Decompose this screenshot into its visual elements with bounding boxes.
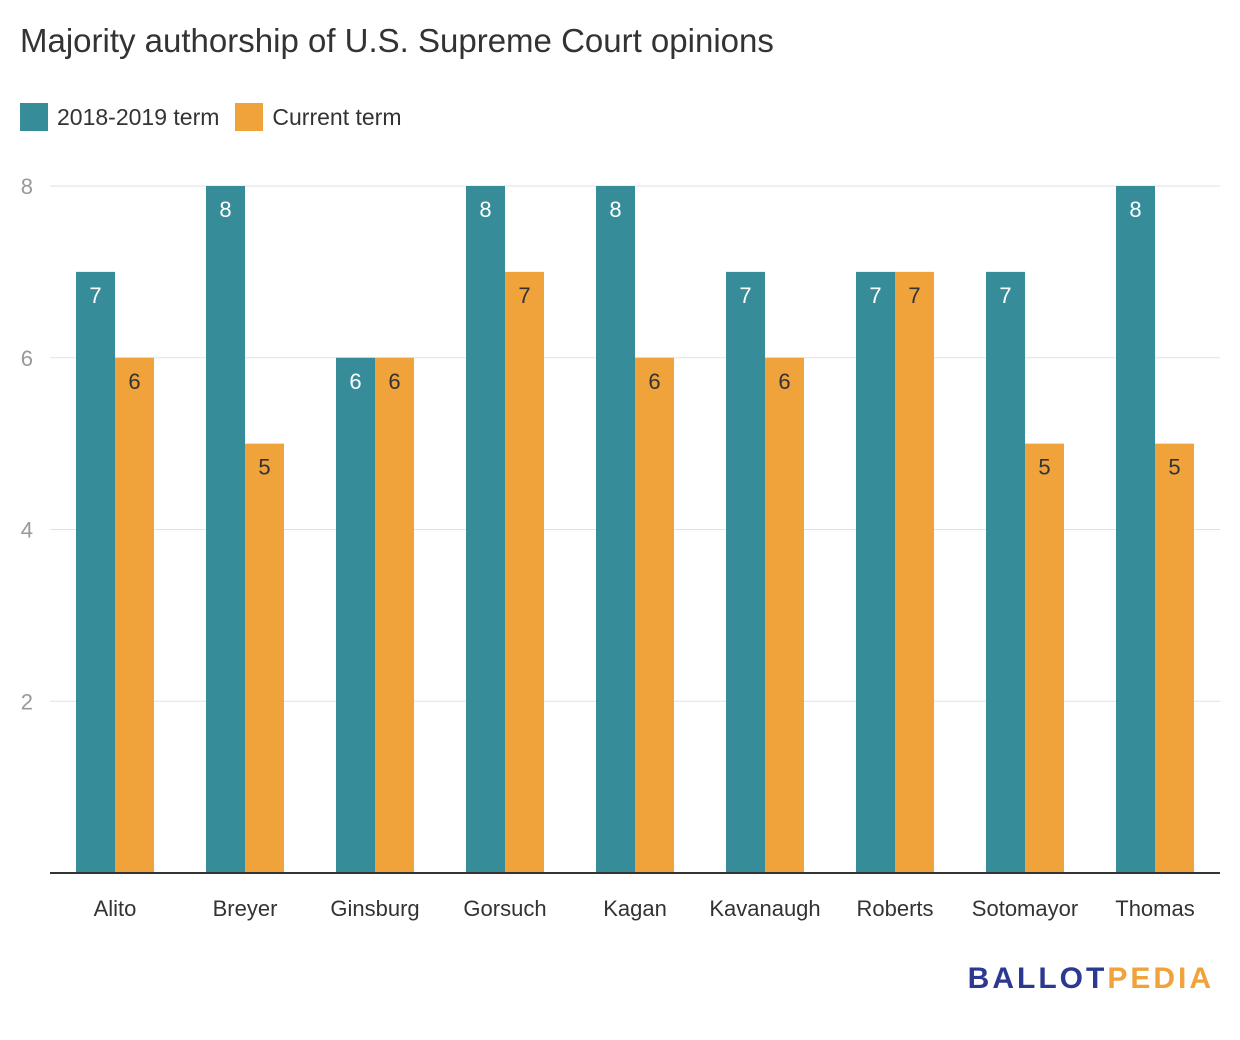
- x-tick-label: Kagan: [603, 896, 667, 921]
- bar: [596, 186, 635, 873]
- bar: [986, 271, 1025, 873]
- x-tick-label: Sotomayor: [972, 896, 1078, 921]
- data-label: 7: [89, 283, 101, 308]
- bar: [375, 357, 414, 873]
- data-label: 6: [648, 369, 660, 394]
- data-label: 8: [219, 197, 231, 222]
- x-tick-label: Roberts: [856, 896, 933, 921]
- data-label: 8: [609, 197, 621, 222]
- bar: [1116, 186, 1155, 873]
- y-tick-label: 4: [21, 518, 33, 543]
- data-label: 7: [908, 283, 920, 308]
- x-tick-label: Breyer: [213, 896, 278, 921]
- legend-item-series-2: Current term: [235, 103, 401, 131]
- logo-text-pedia: PEDIA: [1107, 962, 1214, 995]
- logo-text-ballot: BALLOT: [967, 962, 1108, 995]
- data-label: 5: [1038, 455, 1050, 480]
- data-label: 8: [479, 197, 491, 222]
- x-tick-label: Thomas: [1115, 896, 1194, 921]
- legend-label-series-1: 2018-2019 term: [57, 103, 220, 130]
- bar: [856, 271, 895, 873]
- y-tick-label: 8: [21, 174, 33, 199]
- legend-swatch-series-1: [20, 103, 48, 131]
- bar: [895, 271, 934, 873]
- legend-label-series-2: Current term: [272, 103, 402, 130]
- bar: [726, 271, 765, 873]
- bar: [336, 357, 375, 873]
- data-label: 5: [1168, 455, 1180, 480]
- data-label: 7: [518, 283, 530, 308]
- data-label: 6: [778, 369, 790, 394]
- bar: [206, 186, 245, 873]
- bar: [1025, 443, 1064, 873]
- data-label: 6: [388, 369, 400, 394]
- data-label: 6: [349, 369, 361, 394]
- bar: [115, 357, 154, 873]
- bar: [635, 357, 674, 873]
- bar: [505, 271, 544, 873]
- y-tick-label: 6: [21, 346, 33, 371]
- legend-swatch-series-2: [235, 103, 264, 131]
- data-label: 8: [1129, 197, 1141, 222]
- x-tick-label: Kavanaugh: [709, 896, 820, 921]
- ballotpedia-logo: BALLOTPEDIA: [968, 962, 1214, 996]
- legend-item-series-1: 2018-2019 term: [20, 103, 219, 131]
- data-label: 5: [258, 455, 270, 480]
- bar: [76, 271, 115, 873]
- x-tick-label: Alito: [94, 896, 137, 921]
- data-label: 7: [739, 283, 751, 308]
- data-label: 7: [869, 283, 881, 308]
- bar: [1155, 443, 1194, 873]
- bar: [245, 443, 284, 873]
- bar: [466, 186, 505, 873]
- data-label: 6: [128, 369, 140, 394]
- legend: 2018-2019 term Current term: [20, 103, 417, 131]
- chart-title: Majority authorship of U.S. Supreme Cour…: [20, 22, 774, 59]
- bar: [765, 357, 804, 873]
- x-tick-label: Gorsuch: [463, 896, 546, 921]
- y-tick-label: 2: [21, 689, 33, 714]
- x-tick-label: Ginsburg: [330, 896, 419, 921]
- data-label: 7: [999, 283, 1011, 308]
